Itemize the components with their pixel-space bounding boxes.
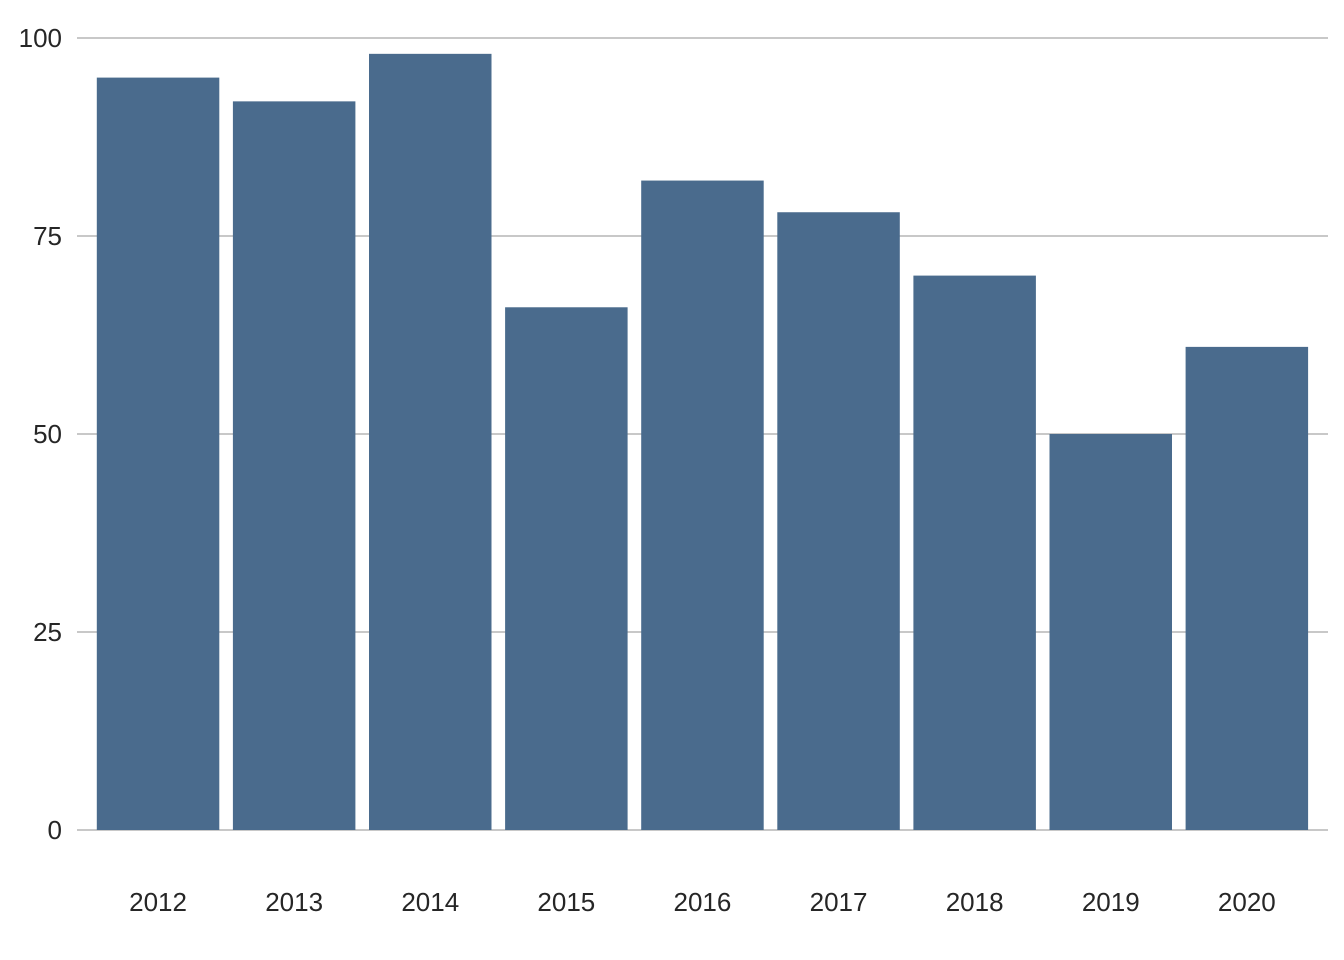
bar-2020 [1185,346,1309,830]
x-tick-label: 2016 [674,887,732,917]
bar-2012 [96,77,220,831]
x-tick-label: 2019 [1082,887,1140,917]
bar-2015 [505,307,628,830]
x-tick-label: 2012 [129,887,187,917]
y-tick-label: 25 [33,617,62,647]
bar-2016 [641,180,764,830]
x-tick-label: 2020 [1218,887,1276,917]
y-tick-label: 100 [19,23,62,53]
bar-2019 [1049,434,1172,830]
bar-2013 [232,101,356,831]
bar-2017 [777,212,900,831]
x-tick-label: 2017 [810,887,868,917]
bars [96,53,1309,831]
bar-2018 [913,275,1036,831]
y-tick-label: 50 [33,419,62,449]
y-tick-label: 0 [48,815,62,845]
bar-2014 [369,53,492,830]
x-tick-label: 2013 [265,887,323,917]
y-tick-label: 75 [33,221,62,251]
x-tick-label: 2015 [537,887,595,917]
x-tick-label: 2014 [401,887,459,917]
y-axis-ticks: 0 25 50 75 100 [19,23,62,845]
x-tick-label: 2018 [946,887,1004,917]
x-axis-ticks: 2012 2013 2014 2015 2016 2017 2018 2019 2020 [129,887,1276,917]
